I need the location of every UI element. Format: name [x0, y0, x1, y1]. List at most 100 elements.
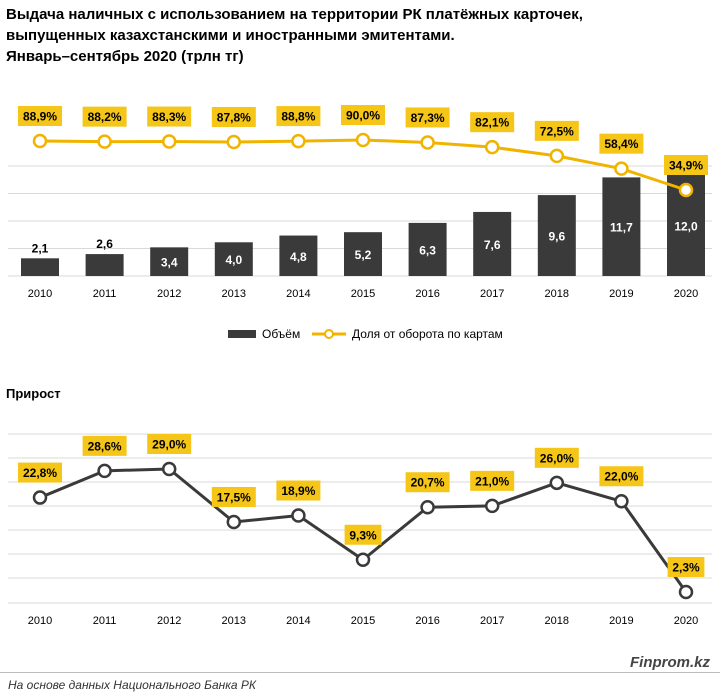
growth-label-2018-text: 26,0%: [540, 451, 574, 465]
share-label-2012: 88,3%: [147, 106, 192, 127]
x-tick-label: 2014: [286, 615, 310, 627]
growth-label-2016-box: [405, 472, 450, 493]
bar-label-2011: 2,6: [96, 237, 113, 251]
x-tick-label: 2015: [351, 615, 375, 627]
title-line-2: выпущенных казахстанскими и иностранными…: [6, 27, 455, 44]
share-label-2012-text: 88,3%: [152, 110, 186, 124]
x-tick-label: 2019: [609, 288, 633, 300]
growth-point-2017: [484, 498, 500, 514]
share-label-2010-text: 88,9%: [23, 109, 57, 123]
bar-2010: [21, 258, 59, 276]
bar-2018: [537, 195, 576, 276]
share-point-2017: [484, 139, 500, 155]
bar-label-2012: 3,4: [161, 256, 178, 270]
growth-title: Прирост: [6, 386, 61, 401]
growth-label-2012-box: [147, 434, 192, 454]
share-label-2019-box: [599, 133, 644, 154]
x-tick-label: 2012: [157, 288, 181, 300]
share-label-2015: 90,0%: [341, 105, 385, 125]
share-label-2015-text: 90,0%: [346, 109, 380, 123]
share-point-2016: [420, 135, 435, 150]
share-label-2014-text: 88,8%: [281, 110, 315, 124]
share-point-2010: [32, 133, 48, 149]
growth-label-2020-text: 2,3%: [672, 561, 700, 575]
growth-label-2017: 21,0%: [470, 470, 515, 491]
share-label-2012-box: [147, 106, 192, 127]
growth-label-2019: 22,0%: [599, 466, 644, 487]
share-point-2012: [161, 134, 177, 149]
x-tick-label: 2018: [545, 615, 569, 627]
bar-2014: [279, 235, 318, 276]
growth-label-2019-text: 22,0%: [604, 470, 638, 484]
x-tick-label: 2014: [286, 288, 310, 300]
bar-2011: [85, 254, 124, 276]
bar-2017: [473, 211, 512, 276]
bar-2019: [602, 177, 641, 276]
growth-label-2017-box: [470, 470, 515, 491]
bar-label-2018: 9,6: [548, 230, 565, 244]
footer: [0, 672, 720, 699]
share-label-2013: 87,8%: [211, 106, 256, 127]
share-label-2014: 88,8%: [276, 106, 321, 127]
x-tick-label: 2012: [157, 615, 181, 627]
x-tick-label: 2013: [222, 288, 246, 300]
growth-point-2019: [614, 493, 629, 509]
share-label-2011-box: [82, 106, 127, 127]
growth-label-2013-text: 17,5%: [217, 490, 251, 504]
growth-label-2018-box: [534, 447, 579, 468]
legend-bar-label: Объём: [262, 327, 300, 341]
share-label-2017-box: [470, 112, 515, 133]
share-point-2020: [678, 182, 694, 198]
bar-2015: [344, 232, 382, 276]
growth-label-2013: 17,5%: [211, 486, 256, 507]
share-label-2020-box: [664, 155, 708, 175]
bar-label-2014: 4,8: [290, 250, 307, 264]
x-tick-label: 2016: [415, 288, 439, 300]
x-tick-label: 2018: [545, 288, 569, 300]
growth-label-2010-box: [18, 462, 62, 483]
bar-label-2017: 7,6: [484, 238, 501, 252]
share-label-2016-text: 87,3%: [411, 111, 445, 125]
title-line-3: Январь–сентябрь 2020 (трлн тг): [6, 48, 244, 65]
growth-label-2011: 28,6%: [82, 435, 127, 456]
x-tick-label: 2019: [609, 615, 633, 627]
source-note: На основе данных Национального Банка РК: [8, 678, 256, 692]
share-point-2019: [614, 161, 629, 176]
growth-label-2012-text: 29,0%: [152, 438, 186, 452]
bar-2013: [214, 242, 253, 276]
share-label-2010: 88,9%: [18, 105, 62, 126]
share-label-2016-box: [405, 107, 450, 128]
growth-point-2010: [32, 490, 48, 505]
title-line-1: Выдача наличных с использованием на терр…: [6, 6, 583, 23]
share-label-2019: 58,4%: [599, 133, 644, 154]
growth-label-2017-text: 21,0%: [475, 474, 509, 488]
share-label-2020-text: 34,9%: [669, 159, 703, 173]
x-tick-label: 2016: [415, 615, 439, 627]
bar-label-2016: 6,3: [419, 243, 436, 257]
x-tick-label: 2015: [351, 288, 375, 300]
chart-title: Выдача наличных с использованием на терр…: [6, 4, 583, 67]
growth-point-2014: [291, 508, 306, 523]
growth-point-2020: [678, 584, 694, 600]
growth-label-2015-box: [344, 524, 382, 545]
share-label-2016: 87,3%: [405, 107, 450, 128]
growth-label-2016: 20,7%: [405, 472, 450, 493]
growth-label-2014: 18,9%: [276, 480, 321, 501]
growth-label-2010-text: 22,8%: [23, 466, 57, 480]
growth-point-2016: [420, 499, 435, 515]
volume-share-chart: 2,1 2,6 3,4 4,0 4,8 5,2 6,3 7,6 9,6 11,7 12,0 2010 2…: [8, 105, 712, 341]
x-tick-label: 2011: [93, 615, 117, 627]
share-label-2020: 34,9%: [664, 155, 708, 175]
bar-label-2010: 2,1: [32, 241, 49, 255]
share-label-2015-box: [341, 105, 385, 125]
share-point-2013: [226, 134, 242, 150]
gridlines: [8, 165, 712, 277]
growth-label-2016-text: 20,7%: [411, 476, 445, 490]
x-tick-label: 2010: [28, 615, 52, 627]
x-tick-label: 2013: [222, 615, 246, 627]
bar-label-2013: 4,0: [225, 253, 242, 267]
growth-label-2020: 2,3%: [667, 557, 705, 577]
share-label-2010-box: [18, 105, 62, 126]
share-point-2018: [549, 148, 565, 164]
growth-label-2014-text: 18,9%: [281, 484, 315, 498]
